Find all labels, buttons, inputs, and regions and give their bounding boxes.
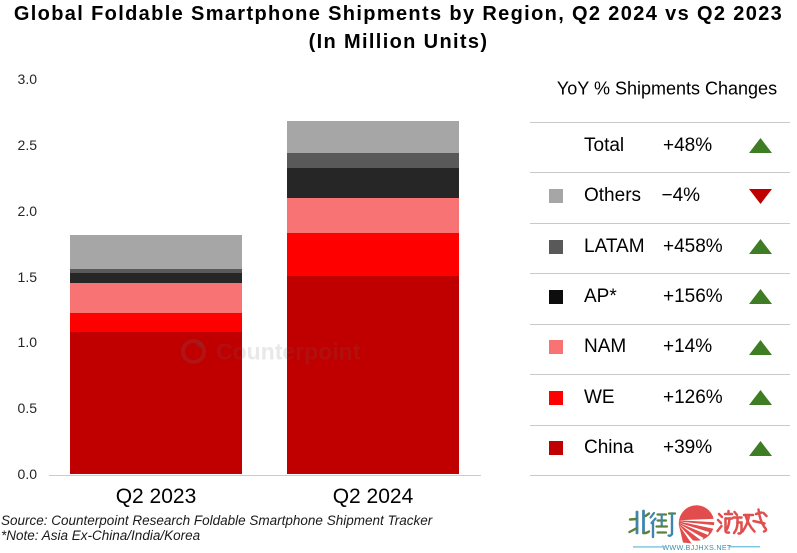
svg-text:WWW.BJJHXS.NET: WWW.BJJHXS.NET	[662, 543, 732, 552]
